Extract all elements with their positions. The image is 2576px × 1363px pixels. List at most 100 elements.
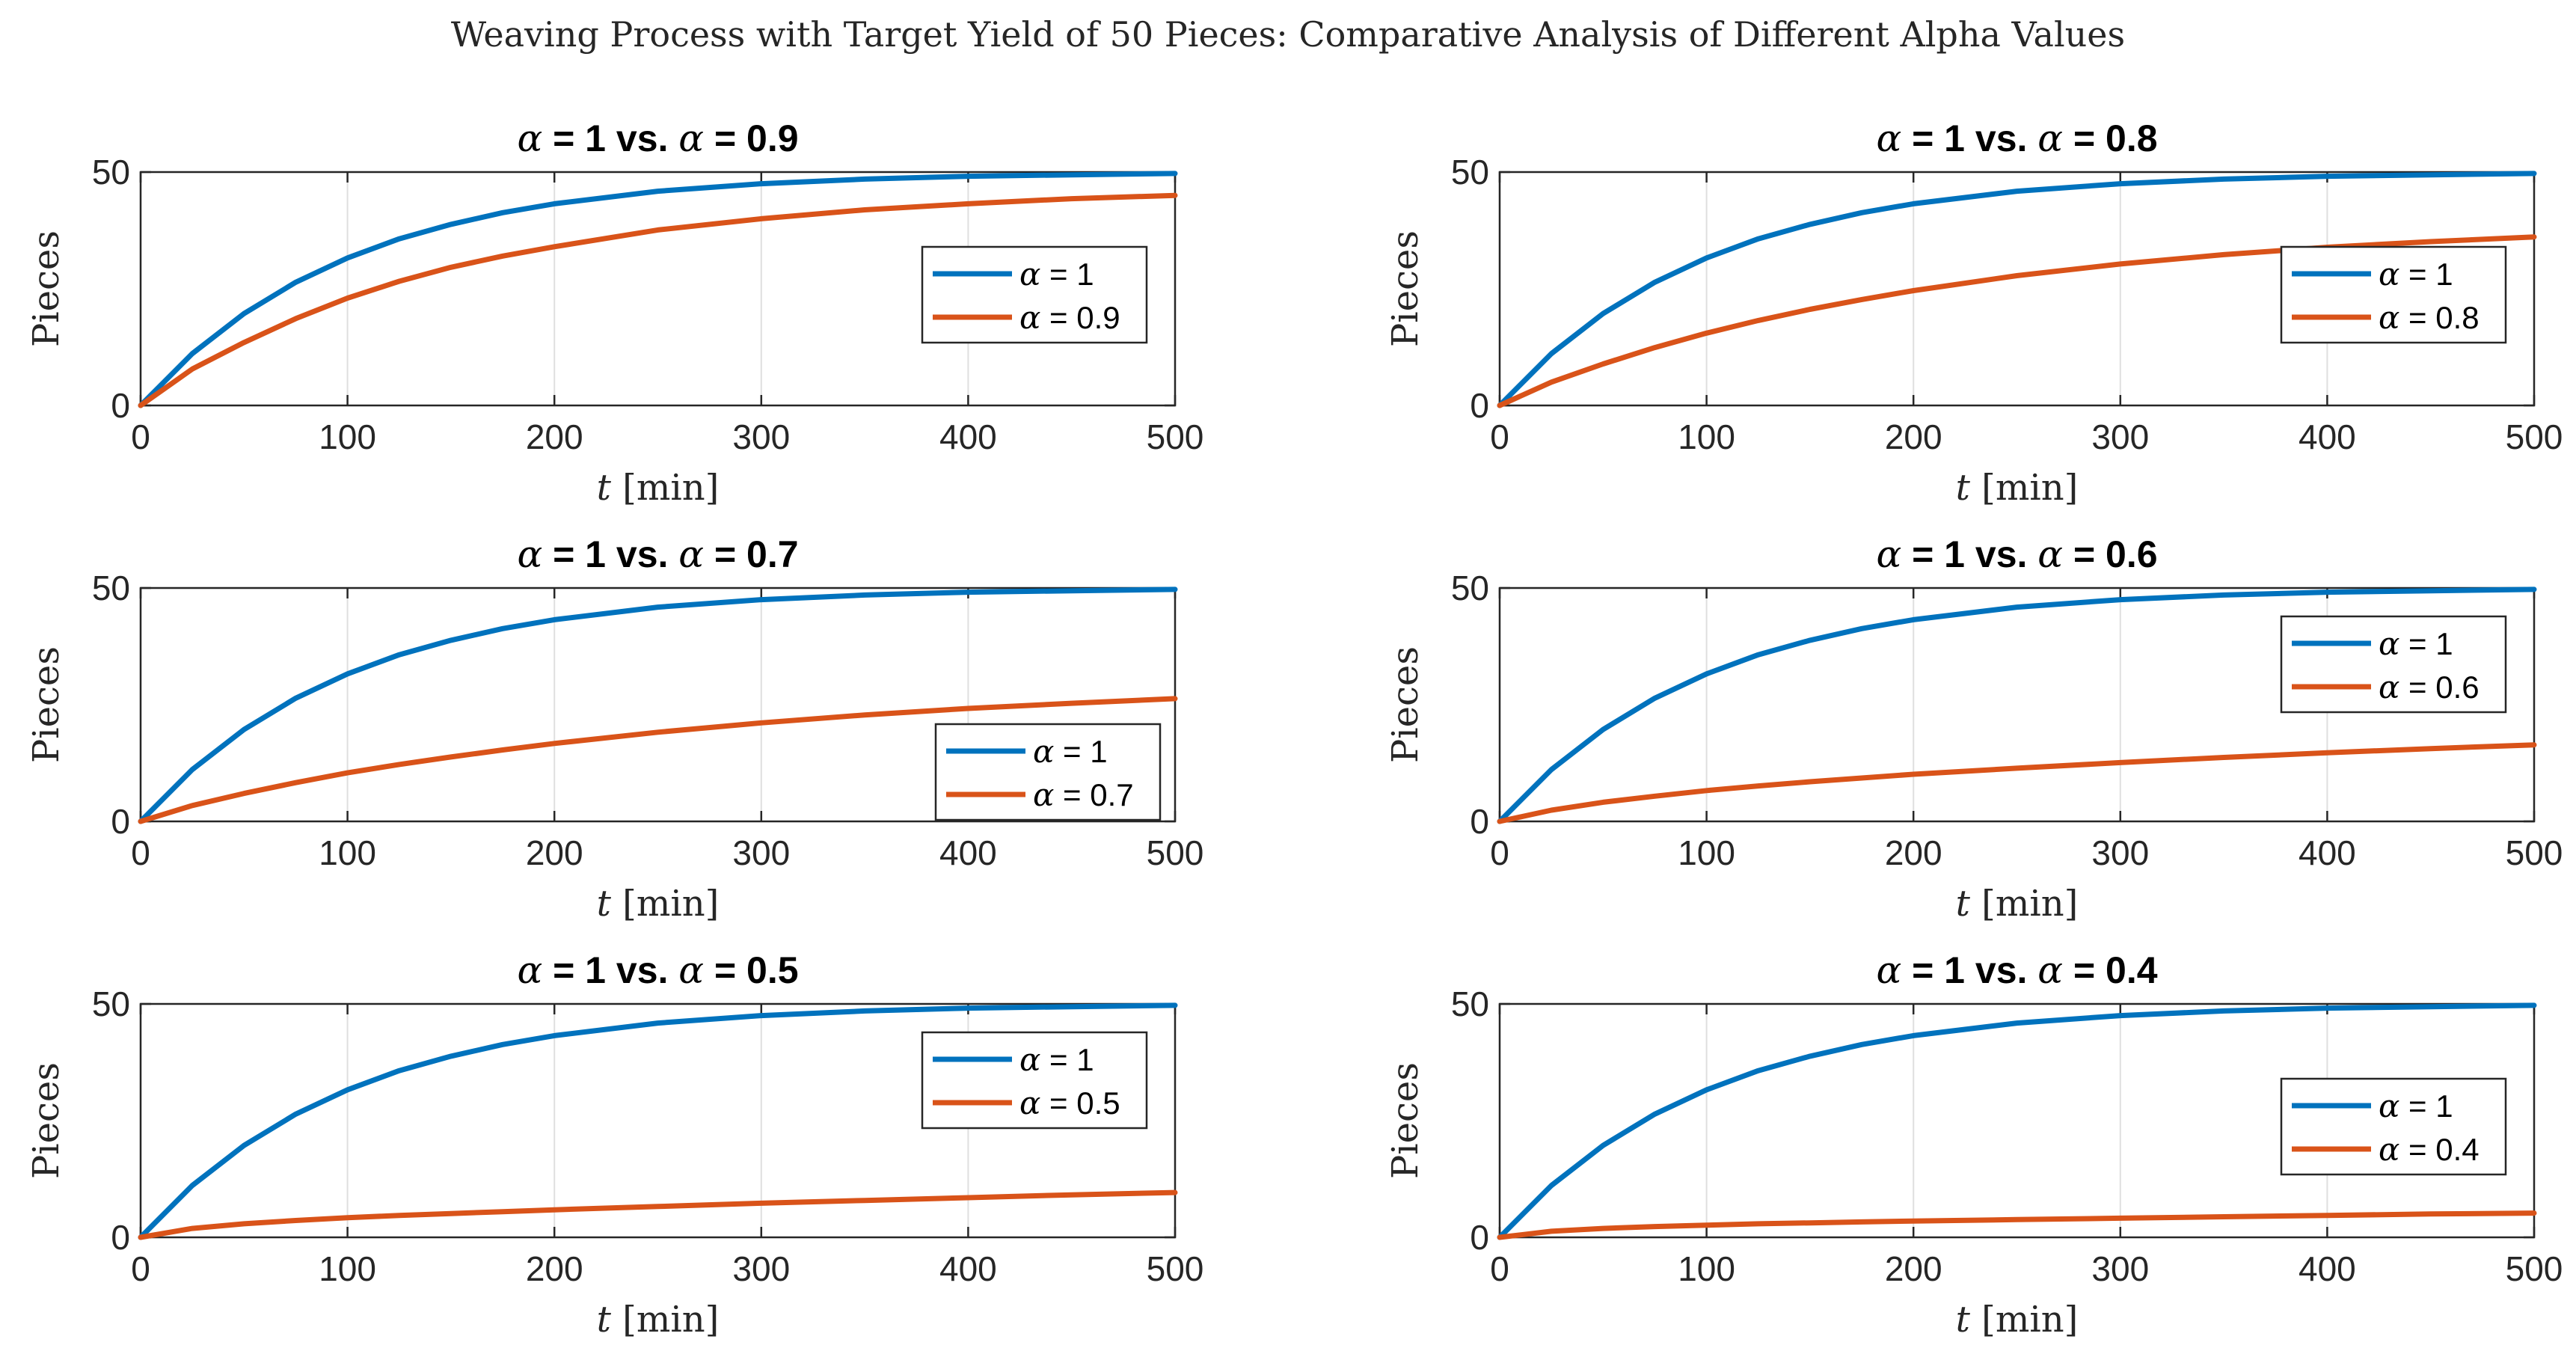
x-tick-label: 400 bbox=[2299, 417, 2356, 456]
legend-value: = 0.6 bbox=[2399, 670, 2479, 705]
legend-alpha-symbol: α bbox=[1033, 777, 1054, 813]
legend-alpha-symbol: α bbox=[1019, 1085, 1040, 1121]
title-text: = 1 vs. bbox=[542, 949, 678, 991]
title-alpha-symbol: α bbox=[1876, 949, 1901, 992]
legend-alpha-symbol: α bbox=[2379, 1088, 2399, 1124]
x-axis-label: t [min] bbox=[597, 1299, 720, 1341]
x-tick-label: 400 bbox=[2299, 833, 2356, 872]
y-tick-label: 0 bbox=[1470, 1218, 1489, 1257]
x-axis-label: t [min] bbox=[1956, 883, 2079, 925]
legend-entry: α = 0.8 bbox=[2379, 299, 2480, 336]
x-tick-label: 500 bbox=[1147, 417, 1204, 456]
subplot-5: α = 1 vs. α = 0.5 0 100 200 300 400 500 0 50 t [m… bbox=[25, 949, 1203, 1341]
y-tick-label: 0 bbox=[111, 1218, 130, 1257]
legend-alpha-symbol: α bbox=[2379, 625, 2399, 662]
legend: α = 1 α = 0.4 bbox=[2280, 1077, 2507, 1176]
x-axis-variable: t bbox=[1956, 1299, 1971, 1341]
legend-value: = 1 bbox=[1040, 1042, 1094, 1077]
legend-entry: α = 1 bbox=[1019, 256, 1094, 292]
x-tick-label: 500 bbox=[2506, 1249, 2563, 1288]
subplot-title: α = 1 vs. α = 0.4 bbox=[1876, 949, 2157, 992]
legend-entry: α = 1 bbox=[2379, 625, 2453, 662]
x-axis-label: t [min] bbox=[597, 467, 720, 509]
title-value: = 0.8 bbox=[2063, 117, 2158, 159]
legend-value: = 1 bbox=[2399, 626, 2453, 661]
y-tick-label: 50 bbox=[92, 984, 130, 1023]
legend: α = 1 α = 0.5 bbox=[921, 1031, 1148, 1130]
y-tick-label: 0 bbox=[111, 386, 130, 425]
x-tick-label: 300 bbox=[732, 417, 790, 456]
series-line-alpha-1 bbox=[138, 1002, 1178, 1240]
x-tick-label: 400 bbox=[2299, 1249, 2356, 1288]
legend-alpha-symbol: α bbox=[1033, 733, 1054, 770]
subplot-title: α = 1 vs. α = 0.9 bbox=[517, 117, 798, 160]
x-axis-variable: t bbox=[597, 1299, 612, 1341]
x-tick-label: 200 bbox=[526, 417, 583, 456]
subplot-title: α = 1 vs. α = 0.6 bbox=[1876, 533, 2157, 576]
legend: α = 1 α = 0.7 bbox=[934, 723, 1162, 821]
x-tick-label: 300 bbox=[2091, 833, 2149, 872]
x-axis-variable: t bbox=[597, 467, 612, 509]
title-text: = 1 vs. bbox=[1901, 533, 2037, 575]
series-line-alpha-compare bbox=[138, 1189, 1178, 1240]
title-alpha-symbol: α bbox=[2037, 533, 2063, 576]
x-tick-label: 100 bbox=[319, 1249, 376, 1288]
title-alpha-symbol: α bbox=[517, 533, 542, 576]
series-line-alpha-1 bbox=[138, 171, 1178, 408]
legend-entry: α = 0.9 bbox=[1019, 299, 1120, 336]
x-tick-label: 400 bbox=[939, 417, 997, 456]
title-alpha-symbol: α bbox=[517, 117, 542, 160]
legend-entry: α = 1 bbox=[2379, 1088, 2453, 1124]
legend-box bbox=[934, 723, 1162, 821]
x-tick-label: 0 bbox=[131, 417, 150, 456]
subplot-title: α = 1 vs. α = 0.7 bbox=[517, 533, 798, 576]
y-axis-label: Pieces bbox=[1384, 1062, 1426, 1179]
legend-value: = 1 bbox=[2399, 257, 2453, 292]
title-alpha-symbol: α bbox=[678, 117, 704, 160]
title-alpha-symbol: α bbox=[517, 949, 542, 992]
legend: α = 1 α = 0.9 bbox=[921, 245, 1148, 344]
series-line-alpha-1 bbox=[1497, 1002, 2537, 1240]
title-value: = 0.9 bbox=[704, 117, 799, 159]
series-line-alpha-compare bbox=[138, 696, 1178, 824]
legend: α = 1 α = 0.8 bbox=[2280, 245, 2507, 344]
x-tick-label: 200 bbox=[1885, 417, 1942, 456]
title-value: = 0.5 bbox=[704, 949, 799, 991]
legend-alpha-symbol: α bbox=[1019, 299, 1040, 336]
legend-value: = 0.8 bbox=[2399, 300, 2479, 335]
legend-entry: α = 0.7 bbox=[1033, 777, 1134, 813]
legend-entry: α = 0.4 bbox=[2379, 1131, 2480, 1168]
subplot-title: α = 1 vs. α = 0.8 bbox=[1876, 117, 2157, 160]
title-text: = 1 vs. bbox=[1901, 949, 2037, 991]
x-axis-variable: t bbox=[1956, 467, 1971, 509]
legend-alpha-symbol: α bbox=[2379, 256, 2399, 292]
title-alpha-symbol: α bbox=[2037, 949, 2063, 992]
legend-box bbox=[2280, 615, 2507, 714]
x-tick-label: 100 bbox=[319, 833, 376, 872]
x-tick-label: 500 bbox=[2506, 833, 2563, 872]
y-tick-label: 0 bbox=[1470, 386, 1489, 425]
legend-entry: α = 0.5 bbox=[1019, 1085, 1120, 1121]
series-line-alpha-1 bbox=[138, 586, 1178, 824]
x-tick-label: 300 bbox=[732, 833, 790, 872]
legend-entry: α = 0.6 bbox=[2379, 669, 2480, 705]
title-text: = 1 vs. bbox=[1901, 117, 2037, 159]
legend-box bbox=[921, 1031, 1148, 1130]
y-tick-label: 50 bbox=[92, 569, 130, 607]
series-line-alpha-1 bbox=[1497, 171, 2537, 408]
x-axis-unit: [min] bbox=[611, 467, 720, 509]
legend-box bbox=[2280, 245, 2507, 344]
x-tick-label: 200 bbox=[1885, 833, 1942, 872]
x-tick-label: 400 bbox=[939, 833, 997, 872]
legend-value: = 1 bbox=[2399, 1088, 2453, 1124]
legend-value: = 1 bbox=[1054, 734, 1107, 769]
title-alpha-symbol: α bbox=[1876, 533, 1901, 576]
x-tick-label: 0 bbox=[131, 833, 150, 872]
title-alpha-symbol: α bbox=[678, 533, 704, 576]
x-tick-label: 0 bbox=[1490, 1249, 1509, 1288]
y-tick-label: 0 bbox=[1470, 802, 1489, 841]
legend-box bbox=[921, 245, 1148, 344]
x-axis-label: t [min] bbox=[1956, 1299, 2079, 1341]
subplot-2: α = 1 vs. α = 0.8 0 100 200 300 400 500 0 50 t [m… bbox=[1384, 117, 2563, 509]
x-axis-label: t [min] bbox=[1956, 467, 2079, 509]
